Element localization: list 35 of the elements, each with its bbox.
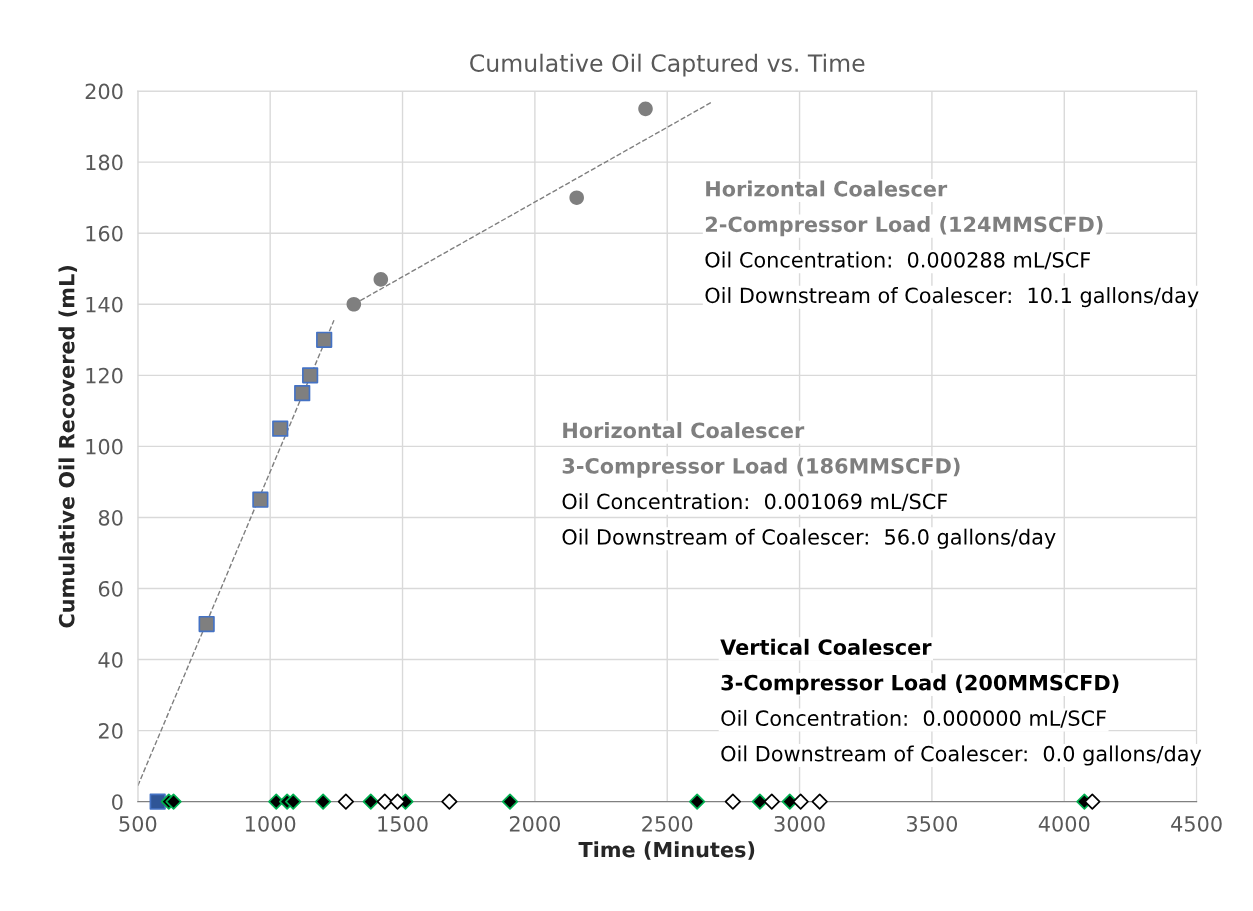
y-tick-label: 80 [98,509,123,526]
x-tick-label: 2500 [642,815,693,832]
annotation: Vertical Coalescer [720,638,932,655]
y-tick-label: 180 [86,154,123,171]
annotation: Oil Concentration: 0.000288 mL/SCF [705,251,1091,270]
x-tick-label: 1000 [245,815,296,832]
y-tick-label: 20 [98,723,123,739]
y-tick-label: 40 [98,652,123,668]
annotation: Oil Downstream of Coalescer: 56.0 gallons/day [562,528,1056,549]
x-tick-label: 4000 [1038,815,1090,832]
y-tick-label: 100 [86,438,123,455]
annotation: Horizontal Coalescer [706,180,948,197]
y-tick-label: 60 [98,580,123,597]
y-tick-label: 140 [86,296,123,313]
annotation: Oil Downstream of Coalescer: 10.1 gallons/day [705,287,1199,308]
x-tick-label: 4500 [1171,815,1222,832]
y-tick-label: 120 [86,367,123,384]
annotation: 2-Compressor Load (124MMSCFD) [705,216,1103,237]
annotation: 3-Compressor Load (200MMSCFD) [721,674,1119,695]
x-tick-label: 2000 [509,815,560,832]
annotation: Oil Downstream of Coalescer: 0.0 gallons/day [721,745,1202,766]
annotation: Oil Concentration: 0.000000 mL/SCF [721,709,1106,728]
chart-title: Cumulative Oil Captured vs. Time [470,53,865,77]
annotation: 3-Compressor Load (186MMSCFD) [562,457,960,478]
annotation: Oil Concentration: 0.001069 mL/SCF [562,493,948,511]
y-tick-label: 0 [112,794,123,810]
x-axis-title: Time (Minutes) [578,841,755,860]
x-tick-label: 3000 [774,815,825,832]
x-tick-label: 500 [119,815,157,832]
y-tick-label: 160 [86,225,123,242]
y-axis-title: Cumulative Oil Recovered (mL) [58,266,78,628]
y-tick-label: 200 [85,83,123,100]
annotation: Horizontal Coalescer [563,422,805,439]
x-tick-label: 3500 [907,815,958,832]
x-tick-label: 1500 [378,815,428,832]
